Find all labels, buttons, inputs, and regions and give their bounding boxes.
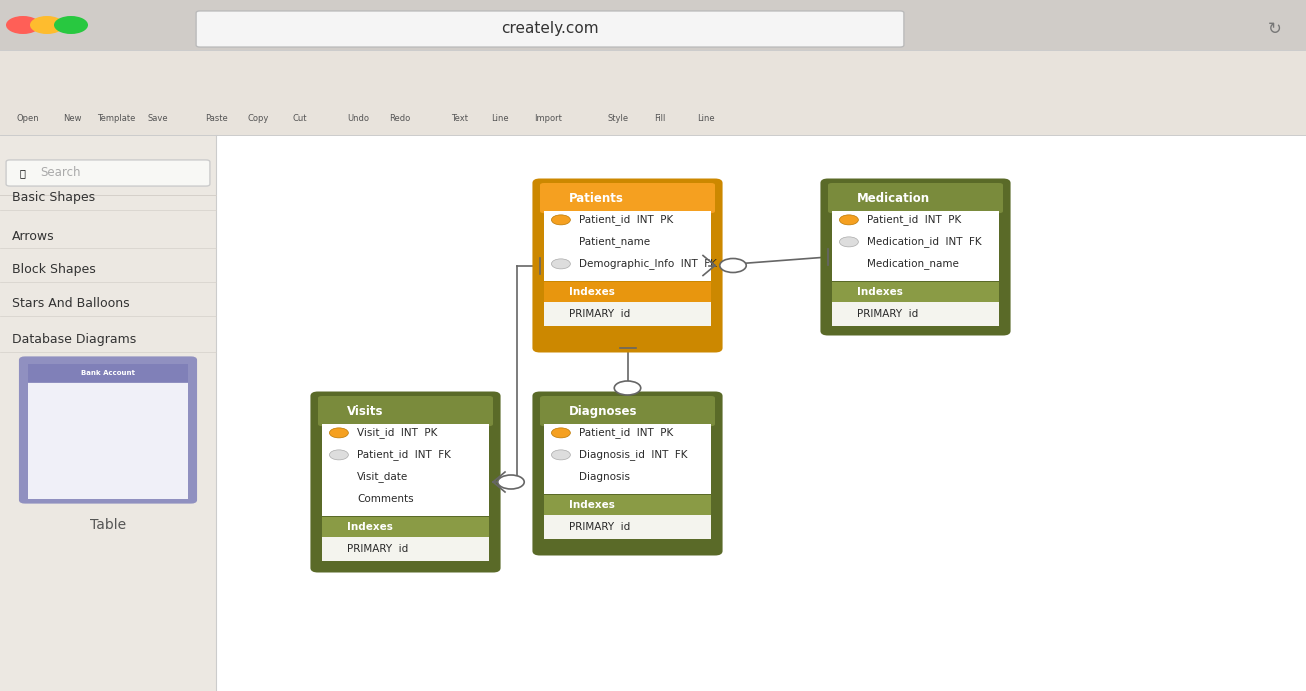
Text: PRIMARY  id: PRIMARY id <box>568 522 629 532</box>
FancyBboxPatch shape <box>543 211 710 281</box>
Text: PRIMARY  id: PRIMARY id <box>568 310 629 319</box>
FancyBboxPatch shape <box>7 160 210 186</box>
Text: Database Diagrams: Database Diagrams <box>12 334 136 346</box>
Text: Import: Import <box>534 113 562 122</box>
FancyBboxPatch shape <box>311 392 499 571</box>
Text: Patient_id  INT  PK: Patient_id INT PK <box>867 214 961 225</box>
Text: Arrows: Arrows <box>12 229 55 243</box>
FancyBboxPatch shape <box>321 424 488 516</box>
FancyBboxPatch shape <box>821 180 1010 334</box>
Text: Comments: Comments <box>357 494 414 504</box>
Text: Medication_name: Medication_name <box>867 258 959 269</box>
Circle shape <box>54 16 88 34</box>
Text: Copy: Copy <box>247 113 269 122</box>
FancyBboxPatch shape <box>321 518 488 538</box>
Circle shape <box>329 450 349 460</box>
Circle shape <box>840 215 858 225</box>
Text: Fill: Fill <box>654 113 666 122</box>
Text: Visits: Visits <box>346 404 383 417</box>
Circle shape <box>551 450 571 460</box>
Text: New: New <box>63 113 81 122</box>
FancyBboxPatch shape <box>317 396 492 426</box>
Circle shape <box>498 475 524 489</box>
Text: Paste: Paste <box>205 113 227 122</box>
Text: Table: Table <box>90 518 127 532</box>
Circle shape <box>7 16 40 34</box>
Text: creately.com: creately.com <box>502 21 599 37</box>
Text: 🔍: 🔍 <box>20 168 26 178</box>
Text: Indexes: Indexes <box>568 287 615 297</box>
FancyBboxPatch shape <box>543 302 710 326</box>
FancyBboxPatch shape <box>0 0 1306 50</box>
Text: Visit_id  INT  PK: Visit_id INT PK <box>357 428 438 438</box>
Text: Demographic_Info  INT  FK: Demographic_Info INT FK <box>579 258 717 269</box>
Text: PRIMARY  id: PRIMARY id <box>857 310 918 319</box>
Text: PRIMARY  id: PRIMARY id <box>346 545 407 554</box>
Text: Open: Open <box>17 113 39 122</box>
Text: Text: Text <box>452 113 469 122</box>
Circle shape <box>30 16 64 34</box>
FancyBboxPatch shape <box>215 135 1306 691</box>
Text: Cut: Cut <box>293 113 307 122</box>
Text: Stars And Balloons: Stars And Balloons <box>12 298 129 310</box>
FancyBboxPatch shape <box>196 11 904 47</box>
Text: Patient_id  INT  FK: Patient_id INT FK <box>357 449 451 460</box>
Text: Line: Line <box>697 113 714 122</box>
FancyBboxPatch shape <box>543 424 710 494</box>
FancyBboxPatch shape <box>543 495 710 515</box>
Text: Diagnoses: Diagnoses <box>568 404 637 417</box>
FancyBboxPatch shape <box>27 384 188 499</box>
Text: Indexes: Indexes <box>568 500 615 510</box>
Text: Template: Template <box>97 113 136 122</box>
Circle shape <box>840 237 858 247</box>
FancyBboxPatch shape <box>0 135 215 691</box>
Text: Line: Line <box>491 113 509 122</box>
FancyBboxPatch shape <box>27 364 188 382</box>
Circle shape <box>551 428 571 438</box>
FancyBboxPatch shape <box>543 282 710 302</box>
Text: ↻: ↻ <box>1268 20 1282 38</box>
Circle shape <box>551 259 571 269</box>
Text: Visit_date: Visit_date <box>357 471 409 482</box>
Text: Patient_id  INT  PK: Patient_id INT PK <box>579 428 674 438</box>
FancyBboxPatch shape <box>539 183 714 213</box>
FancyBboxPatch shape <box>533 180 721 352</box>
Text: Indexes: Indexes <box>346 522 393 532</box>
FancyBboxPatch shape <box>20 357 196 503</box>
FancyBboxPatch shape <box>533 392 721 554</box>
Text: Indexes: Indexes <box>857 287 902 297</box>
FancyBboxPatch shape <box>543 515 710 540</box>
Text: Search: Search <box>40 167 81 180</box>
Text: Diagnosis: Diagnosis <box>579 472 631 482</box>
Text: Medication: Medication <box>857 191 930 205</box>
Circle shape <box>720 258 746 272</box>
FancyBboxPatch shape <box>539 396 714 426</box>
Circle shape <box>551 215 571 225</box>
Text: Diagnosis_id  INT  FK: Diagnosis_id INT FK <box>579 449 688 460</box>
Text: Undo: Undo <box>347 113 370 122</box>
FancyBboxPatch shape <box>0 50 1306 135</box>
Text: Medication_id  INT  FK: Medication_id INT FK <box>867 236 982 247</box>
Text: Bank Account: Bank Account <box>81 370 135 376</box>
Text: Save: Save <box>148 113 168 122</box>
FancyBboxPatch shape <box>321 538 488 561</box>
Text: Patient_name: Patient_name <box>579 236 650 247</box>
FancyBboxPatch shape <box>828 183 1003 213</box>
Text: Redo: Redo <box>389 113 410 122</box>
Circle shape <box>329 428 349 438</box>
FancyBboxPatch shape <box>832 282 999 302</box>
Text: Patients: Patients <box>568 191 623 205</box>
Text: Style: Style <box>607 113 628 122</box>
Circle shape <box>614 381 641 395</box>
Text: Basic Shapes: Basic Shapes <box>12 191 95 205</box>
FancyBboxPatch shape <box>832 211 999 281</box>
Text: Patient_id  INT  PK: Patient_id INT PK <box>579 214 674 225</box>
FancyBboxPatch shape <box>832 302 999 326</box>
Text: Block Shapes: Block Shapes <box>12 263 95 276</box>
